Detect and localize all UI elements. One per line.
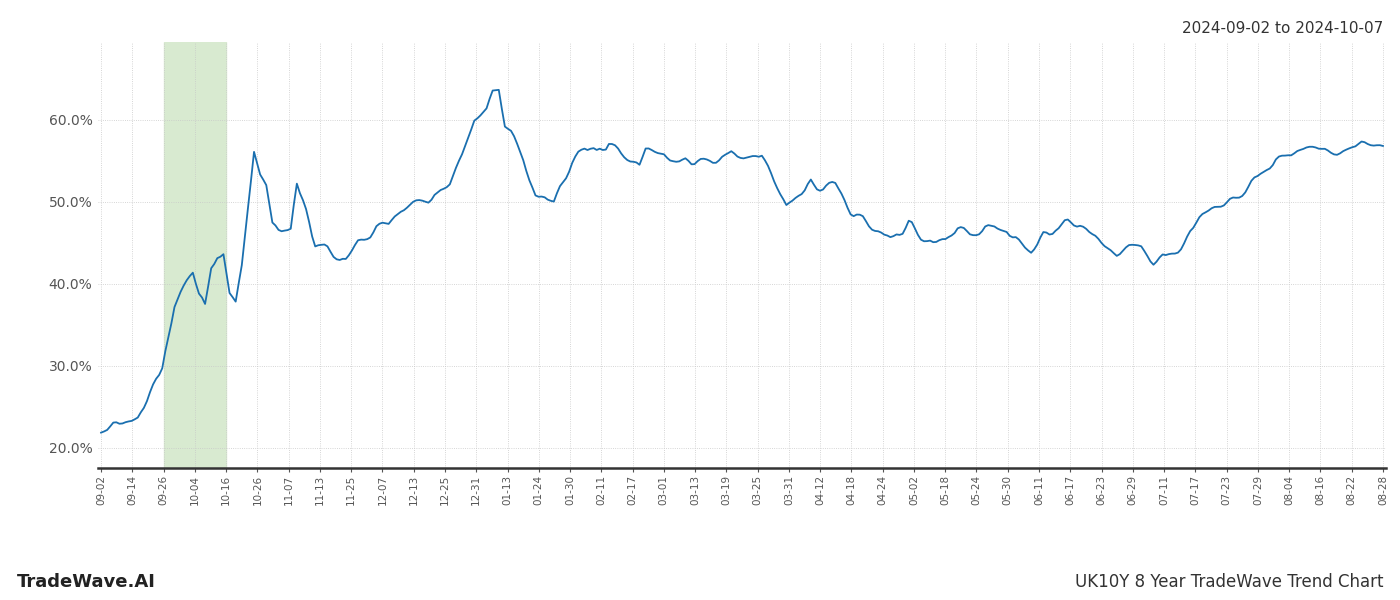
Text: 2024-09-02 to 2024-10-07: 2024-09-02 to 2024-10-07 xyxy=(1182,21,1383,36)
Text: TradeWave.AI: TradeWave.AI xyxy=(17,573,155,591)
Text: UK10Y 8 Year TradeWave Trend Chart: UK10Y 8 Year TradeWave Trend Chart xyxy=(1075,573,1383,591)
Bar xyxy=(164,42,227,468)
